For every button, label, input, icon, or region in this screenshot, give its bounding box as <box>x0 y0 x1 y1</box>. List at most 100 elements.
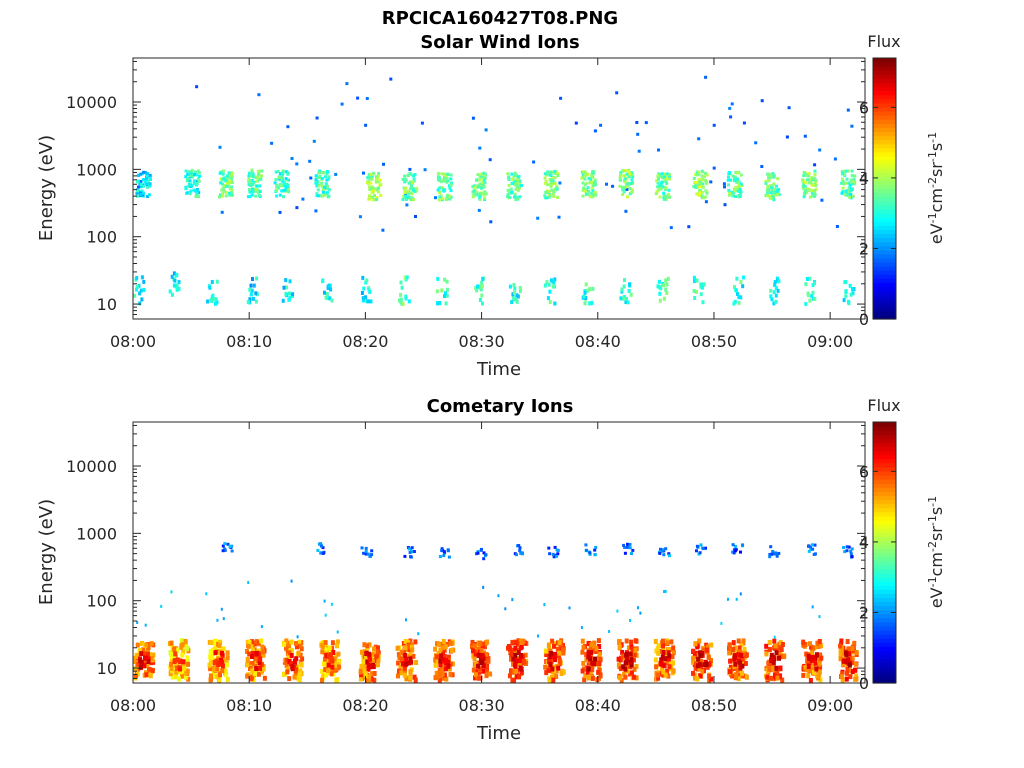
flux-cell <box>276 170 280 173</box>
flux-cell <box>448 640 453 646</box>
flux-cell <box>849 292 853 297</box>
flux-cell <box>360 546 364 550</box>
flux-cell <box>807 188 811 192</box>
flux-cell <box>736 676 741 682</box>
flux-cell <box>845 639 850 644</box>
flux-cell <box>512 175 516 179</box>
flux-cell <box>450 640 455 646</box>
flux-cell <box>629 662 634 668</box>
flux-cell <box>736 171 740 175</box>
flux-cell <box>544 196 547 200</box>
flux-cell <box>628 187 632 190</box>
flux-cell <box>663 172 667 176</box>
flux-cell <box>187 172 191 176</box>
flux-cell <box>852 177 856 181</box>
flux-cell <box>450 672 455 678</box>
flux-cell <box>137 648 142 654</box>
flux-cell <box>627 289 631 293</box>
flux-cell <box>697 171 701 174</box>
flux-cell <box>369 173 373 176</box>
flux-cell <box>376 177 380 181</box>
flux-cell <box>210 280 214 284</box>
flux-cell <box>142 279 146 284</box>
flux-cell <box>659 649 664 654</box>
flux-cell <box>662 283 666 288</box>
flux-cell <box>364 549 368 553</box>
flux-cell <box>739 182 743 186</box>
flux-cell <box>583 183 587 187</box>
flux-cell <box>135 654 140 660</box>
flux-cell <box>661 185 665 189</box>
flux-cell <box>332 656 337 662</box>
flux-cell <box>408 551 412 554</box>
flux-cell <box>359 672 364 678</box>
flux-cell <box>553 176 557 180</box>
colorbar-segment <box>873 159 896 165</box>
flux-cell <box>133 659 138 664</box>
colorbar-segment <box>873 479 896 484</box>
flux-cell <box>218 672 222 678</box>
flux-cell <box>517 674 521 680</box>
flux-cell <box>632 652 637 657</box>
flux-cell <box>275 183 279 187</box>
flux-cell <box>774 285 778 290</box>
flux-cell <box>404 186 408 190</box>
flux-cell <box>221 172 225 176</box>
flux-cell <box>476 660 481 666</box>
flux-cell <box>444 198 448 201</box>
flux-cell <box>447 555 451 559</box>
flux-cell <box>250 647 255 653</box>
x-tick-label: 08:10 <box>226 696 272 715</box>
flux-cell <box>660 666 664 672</box>
flux-cell <box>618 176 622 179</box>
flux-cell <box>145 651 150 657</box>
flux-cell <box>590 181 594 185</box>
flux-cell <box>596 669 601 675</box>
flux-cell <box>701 647 706 653</box>
flux-cell <box>698 551 702 555</box>
flux-cell <box>140 297 144 302</box>
flux-cell <box>769 545 773 549</box>
flux-cell <box>137 661 142 667</box>
flux-cell <box>478 657 483 663</box>
flux-cell <box>669 659 673 665</box>
flux-cell <box>776 189 780 193</box>
flux-cell <box>512 669 517 675</box>
flux-cell <box>611 184 615 188</box>
flux-cell <box>782 654 787 660</box>
flux-cell <box>773 643 778 649</box>
flux-cell <box>484 665 489 670</box>
flux-cell <box>840 191 844 195</box>
flux-cell <box>803 181 807 185</box>
flux-cell <box>580 176 584 180</box>
flux-cell <box>246 300 250 305</box>
flux-cell <box>366 176 370 180</box>
flux-cell <box>336 651 341 657</box>
flux-cell <box>840 677 845 683</box>
flux-cell <box>621 185 625 189</box>
flux-cell <box>444 291 447 296</box>
flux-cell <box>767 640 772 645</box>
flux-cell <box>739 280 743 284</box>
flux-cell <box>142 170 146 174</box>
flux-cell <box>194 189 197 193</box>
flux-cell <box>665 640 670 646</box>
flux-cell <box>854 673 859 679</box>
flux-cell <box>330 298 334 303</box>
flux-cell <box>809 667 814 673</box>
flux-cell <box>286 187 290 191</box>
flux-cell <box>847 545 851 549</box>
flux-cell <box>210 647 215 653</box>
flux-cell <box>484 673 489 679</box>
flux-cell <box>738 660 743 666</box>
flux-cell <box>400 285 404 290</box>
flux-cell <box>437 198 441 202</box>
flux-cell <box>774 293 778 298</box>
flux-cell <box>515 187 519 191</box>
flux-cell <box>811 177 815 181</box>
flux-cell <box>626 300 630 305</box>
flux-cell <box>365 278 369 283</box>
flux-cell <box>435 658 440 664</box>
flux-cell <box>148 173 152 177</box>
flux-cell <box>136 666 141 672</box>
